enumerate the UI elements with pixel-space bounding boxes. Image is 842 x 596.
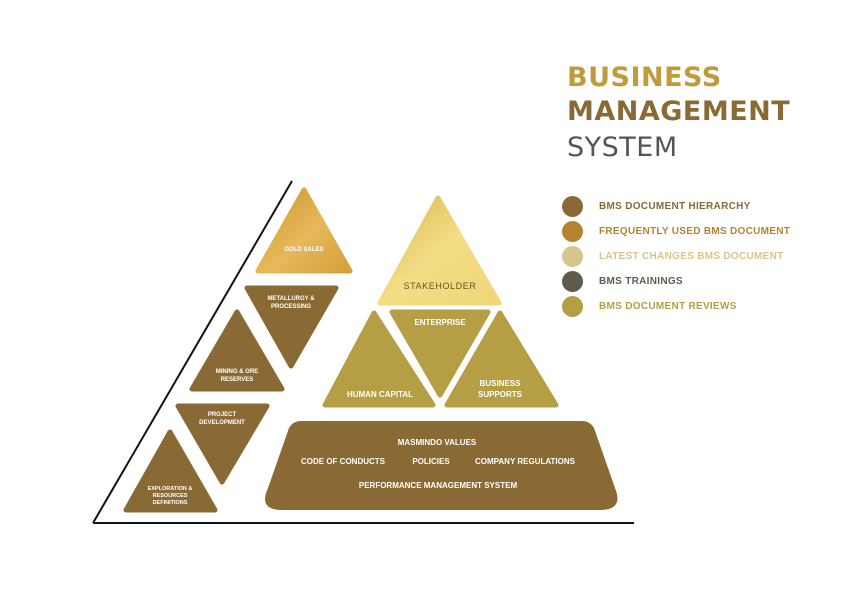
- mining-label-line2: RESERVES: [221, 377, 254, 383]
- legend-label: BMS DOCUMENT REVIEWS: [599, 301, 737, 312]
- code-of-conducts-label[interactable]: CODE OF CONDUCTS: [301, 457, 386, 466]
- frame-diagonal-line: [92, 180, 293, 524]
- masmindo-values-label: MASMINDO VALUES: [398, 438, 477, 447]
- legend-item-document-hierarchy[interactable]: BMS DOCUMENT HIERARCHY: [562, 194, 790, 219]
- enterprise-triangle[interactable]: ENTERPRISE: [389, 309, 491, 398]
- performance-management-label[interactable]: PERFORMANCE MANAGEMENT SYSTEM: [359, 481, 518, 490]
- project-label-line1: PROJECT: [208, 412, 237, 418]
- legend-item-frequently-used[interactable]: FREQUENTLY USED BMS DOCUMENT: [562, 219, 790, 244]
- legend-item-document-reviews[interactable]: BMS DOCUMENT REVIEWS: [562, 294, 790, 319]
- mining-triangle[interactable]: MINING & ORE RESERVES: [189, 309, 285, 392]
- exploration-label-line2: RESOURCES: [153, 493, 188, 499]
- legend-label: LATEST CHANGES BMS DOCUMENT: [599, 251, 784, 262]
- legend-dot: [562, 221, 583, 242]
- gold-sales-label: GOLD SALES: [284, 247, 323, 253]
- legend: BMS DOCUMENT HIERARCHY FREQUENTLY USED B…: [562, 194, 790, 319]
- enterprise-label: ENTERPRISE: [414, 318, 466, 327]
- legend-dot: [562, 246, 583, 267]
- legend-label: FREQUENTLY USED BMS DOCUMENT: [599, 226, 791, 237]
- business-supports-triangle[interactable]: BUSINESS SUPPORTS: [444, 310, 559, 408]
- stakeholder-label: STAKEHOLDER: [404, 281, 477, 291]
- project-label-line2: DEVELOPMENT: [199, 420, 245, 426]
- legend-dot: [562, 296, 583, 317]
- business-supports-label-line1: BUSINESS: [480, 379, 522, 388]
- page-title: BUSINESS MANAGEMENT SYSTEM: [567, 64, 790, 161]
- company-regulations-label[interactable]: COMPANY REGULATIONS: [475, 457, 576, 466]
- exploration-label-line3: DEFINITIONS: [153, 500, 188, 506]
- title-line-management: MANAGEMENT: [567, 96, 791, 127]
- exploration-triangle[interactable]: EXPLORATION & RESOURCES DEFINITIONS: [123, 429, 218, 513]
- metallurgy-label-line1: METALLURGY &: [267, 296, 315, 302]
- metallurgy-label-line2: PROCESSING: [271, 304, 311, 310]
- gold-sales-triangle[interactable]: GOLD SALES: [255, 187, 353, 274]
- title-line-system: SYSTEM: [567, 132, 678, 163]
- exploration-label-line1: EXPLORATION &: [148, 486, 193, 492]
- legend-dot: [562, 196, 583, 217]
- legend-label: BMS TRAININGS: [599, 276, 683, 287]
- stakeholder-triangle[interactable]: STAKEHOLDER: [377, 195, 502, 306]
- legend-item-latest-changes[interactable]: LATEST CHANGES BMS DOCUMENT: [562, 244, 790, 269]
- human-capital-label: HUMAN CAPITAL: [347, 390, 413, 399]
- human-capital-triangle[interactable]: HUMAN CAPITAL: [322, 310, 436, 408]
- mining-label-line1: MINING & ORE: [216, 369, 258, 375]
- project-development-triangle[interactable]: PROJECT DEVELOPMENT: [175, 403, 270, 485]
- business-supports-label-line2: SUPPORTS: [478, 390, 523, 399]
- title-line-business: BUSINESS: [567, 62, 722, 93]
- metallurgy-triangle[interactable]: METALLURGY & PROCESSING: [244, 285, 339, 369]
- foundation-block[interactable]: [265, 421, 618, 510]
- legend-item-trainings[interactable]: BMS TRAININGS: [562, 269, 790, 294]
- policies-label[interactable]: POLICIES: [412, 457, 450, 466]
- legend-dot: [562, 271, 583, 292]
- legend-label: BMS DOCUMENT HIERARCHY: [599, 201, 751, 212]
